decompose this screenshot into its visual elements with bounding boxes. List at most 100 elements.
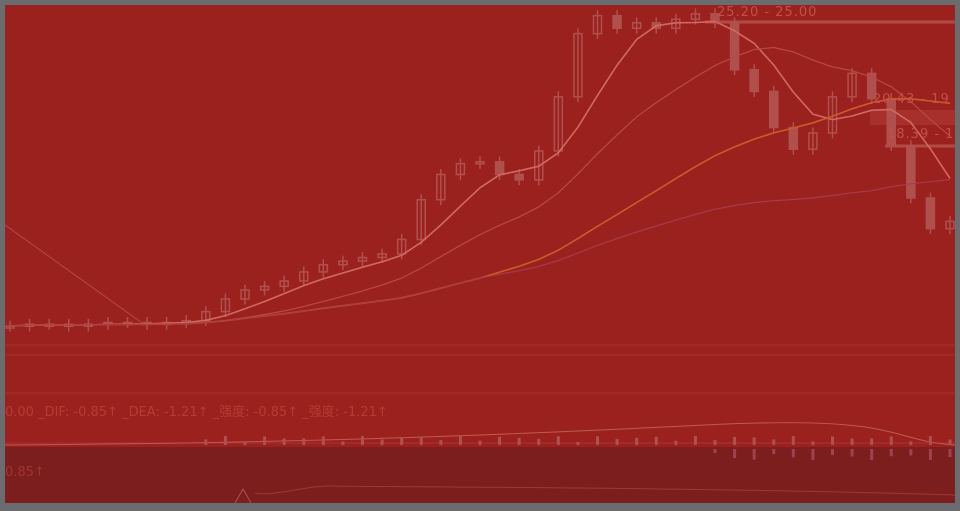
candle-body bbox=[338, 260, 348, 266]
macd-bar bbox=[615, 438, 619, 445]
candle-body bbox=[240, 289, 250, 300]
trend-line bbox=[5, 224, 146, 326]
candle-body bbox=[690, 13, 701, 20]
macd-bar bbox=[850, 438, 854, 445]
macd-bar bbox=[948, 449, 952, 458]
macd-bar bbox=[909, 449, 913, 456]
candle-body bbox=[377, 253, 387, 259]
macd-bar bbox=[889, 436, 893, 445]
candle-body bbox=[553, 96, 564, 152]
macd-bar bbox=[733, 437, 737, 445]
macd-bar bbox=[243, 441, 247, 445]
macd-bar bbox=[302, 438, 306, 445]
ma10-line bbox=[9, 46, 951, 327]
macd-bar bbox=[889, 449, 893, 457]
candle-body bbox=[729, 22, 740, 71]
candle-body bbox=[847, 72, 857, 98]
ma5-line bbox=[9, 20, 951, 327]
macd-bar bbox=[909, 441, 913, 445]
candle-body bbox=[514, 173, 524, 181]
macd-bar bbox=[635, 437, 639, 445]
macd-bar bbox=[321, 436, 325, 445]
candle-body bbox=[259, 285, 270, 291]
candle-body bbox=[318, 263, 329, 273]
macd-bar bbox=[870, 438, 874, 445]
macd-bar bbox=[282, 438, 286, 445]
candle-body bbox=[749, 69, 759, 93]
macd-bar bbox=[498, 436, 502, 445]
macd-bar bbox=[811, 449, 815, 460]
macd-bar bbox=[576, 441, 580, 445]
candle-body bbox=[788, 126, 799, 150]
candle-body bbox=[416, 198, 426, 241]
macd-bar bbox=[204, 439, 208, 445]
macd-bar bbox=[400, 437, 404, 445]
candle-body bbox=[906, 144, 916, 199]
macd-bar bbox=[772, 449, 776, 455]
candle-body bbox=[436, 173, 446, 201]
candle-body bbox=[592, 14, 603, 35]
price-level-band bbox=[870, 110, 955, 125]
lower-indicator-line bbox=[254, 485, 955, 496]
macd-bar bbox=[517, 437, 521, 445]
macd-bar bbox=[341, 441, 345, 445]
candle-body bbox=[299, 271, 309, 282]
macd-bar bbox=[928, 449, 932, 460]
macd-bar bbox=[674, 440, 678, 445]
macd-bar bbox=[752, 437, 756, 445]
macd-bar bbox=[928, 436, 932, 445]
candle-body bbox=[396, 238, 407, 255]
candle-body bbox=[925, 197, 936, 230]
macd-bar bbox=[458, 436, 462, 445]
macd-bar bbox=[419, 437, 423, 445]
macd-bar bbox=[948, 439, 952, 445]
price-annotation-low: 18.39 - 1 bbox=[887, 127, 955, 142]
candle-body bbox=[279, 280, 289, 288]
ma60-line bbox=[9, 178, 951, 327]
candle-body bbox=[945, 220, 955, 230]
macd-bar bbox=[831, 436, 834, 445]
macd-bar bbox=[537, 438, 541, 445]
candle-body bbox=[220, 298, 231, 313]
signal-triangle-icon bbox=[234, 487, 252, 503]
candle-body bbox=[866, 72, 877, 100]
candle-body bbox=[573, 32, 583, 98]
macd-bar bbox=[733, 449, 737, 459]
lower-indicator-panel bbox=[5, 447, 955, 503]
price-annotation-mid: 20.43 - 19 bbox=[873, 92, 950, 107]
macd-bar bbox=[791, 449, 795, 458]
candle-body bbox=[631, 22, 642, 29]
candle-body bbox=[494, 161, 505, 176]
macd-bar bbox=[478, 440, 482, 445]
macd-bar bbox=[713, 440, 717, 445]
macd-bar bbox=[831, 449, 834, 456]
candle-body bbox=[612, 14, 622, 29]
lower-legend: 0.85↑ bbox=[5, 465, 45, 480]
macd-bar bbox=[693, 436, 697, 445]
candlestick-chart bbox=[5, 8, 955, 503]
candle-body bbox=[710, 13, 720, 24]
candle-body bbox=[808, 132, 818, 150]
price-annotation-high: 25.20 - 25.00 bbox=[717, 5, 818, 20]
macd-bar bbox=[263, 436, 267, 445]
macd-bar bbox=[752, 449, 756, 460]
macd-bar bbox=[556, 436, 560, 445]
macd-bar bbox=[713, 449, 717, 454]
candle-body bbox=[534, 150, 544, 181]
macd-bar bbox=[772, 439, 776, 445]
macd-bar bbox=[380, 439, 384, 445]
macd-bar bbox=[361, 436, 364, 445]
macd-bar bbox=[870, 449, 874, 460]
macd-bar bbox=[596, 436, 599, 445]
macd-bar bbox=[850, 449, 854, 457]
macd-bar bbox=[654, 436, 658, 445]
candle-body bbox=[455, 162, 466, 176]
macd-bar bbox=[791, 436, 795, 445]
candle-body bbox=[357, 256, 368, 262]
stock-chart[interactable]: 25.20 - 25.00 20.43 - 19 18.39 - 1 0.00 … bbox=[5, 5, 955, 503]
macd-legend: 0.00 _DIF: -0.85↑ _DEA: -1.21↑ _强度: -0.8… bbox=[5, 405, 388, 420]
candle-body bbox=[769, 90, 779, 129]
candle-body bbox=[475, 161, 485, 165]
macd-bar bbox=[223, 436, 227, 445]
macd-bar bbox=[811, 441, 815, 445]
